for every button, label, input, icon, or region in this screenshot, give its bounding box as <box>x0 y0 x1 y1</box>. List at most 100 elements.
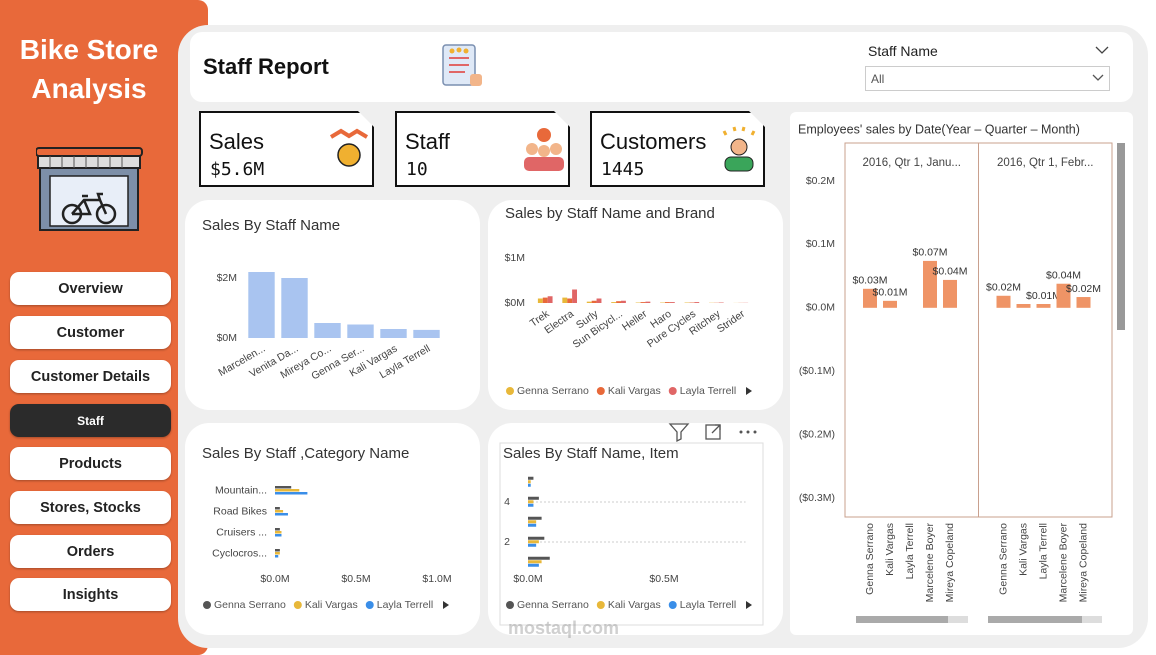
nav-products[interactable]: Products <box>10 447 171 480</box>
x-tick-label: Layla Terrell <box>1037 523 1049 579</box>
bar <box>528 483 531 487</box>
y-tick-label: Cruisers ... <box>216 526 267 538</box>
data-label: $0.07M <box>912 247 947 259</box>
panel-title: 2016, Qtr 1, Janu... <box>863 157 961 169</box>
bar <box>528 480 531 484</box>
nav-overview[interactable]: Overview <box>10 272 171 305</box>
legend-swatch <box>293 601 302 609</box>
nav-staff[interactable]: Staff <box>10 404 171 437</box>
watermark: mostaql.com <box>508 618 620 638</box>
data-label: $0.02M <box>1066 283 1101 295</box>
chart-panel: Sales by Staff Name and Brand $0M $1M Trek E… <box>488 200 783 410</box>
nav-stores-stocks[interactable]: Stores, Stocks <box>10 491 171 524</box>
sidebar: Bike Store Analysis Overview Customer Cu… <box>0 0 208 655</box>
chart: Employees' sales by Date(Year – Quarter … <box>798 122 1125 623</box>
y-tick-label: ($0.3M) <box>799 492 835 504</box>
y-tick-label: Cyclocros... <box>212 547 267 559</box>
filter-dropdown[interactable]: All <box>865 66 1110 91</box>
data-label: $0.04M <box>932 266 967 278</box>
y-tick-label: Mountain... <box>215 484 267 496</box>
scrollbar-thumb[interactable] <box>856 616 948 623</box>
chart: Sales by Staff Name and Brand$0M$1MTrekE… <box>505 205 752 397</box>
bar <box>528 503 534 507</box>
data-label: $0.02M <box>986 282 1021 294</box>
bar <box>611 302 617 303</box>
y-tick-label: $2M <box>217 272 237 284</box>
bar <box>528 560 542 564</box>
chart-panel: Sales By Staff Name $0M $2M Marcelen... Veni… <box>185 200 480 410</box>
kpi-card: Staff 10 <box>395 111 570 187</box>
bar <box>542 297 548 303</box>
x-tick-label: $1.0M <box>422 573 451 585</box>
nav-orders[interactable]: Orders <box>10 535 171 568</box>
chart: Sales By Staff Name, Item $0.0M $0.5M 2 4 Gen… <box>499 423 764 626</box>
y-tick-label: 2 <box>504 536 510 548</box>
bar <box>528 523 537 527</box>
legend-label: Kali Vargas <box>608 599 661 611</box>
bar <box>248 272 275 338</box>
legend-swatch <box>506 601 514 609</box>
legend-next-arrow <box>746 601 752 609</box>
bar <box>528 543 537 547</box>
chart-title: Sales By Staff Name <box>202 217 340 234</box>
kpi-label: Sales <box>209 129 265 154</box>
bar <box>275 507 280 510</box>
legend-swatch <box>506 387 514 395</box>
y-tick-label: Road Bikes <box>213 505 267 517</box>
legend-label: Layla Terrell <box>377 599 433 611</box>
chart-title: Sales by Staff Name and Brand <box>505 205 715 222</box>
x-tick-label: Marcelene Boyer <box>1057 523 1069 603</box>
bar <box>996 295 1011 308</box>
chart-title: Sales By Staff Name, Item <box>503 445 679 462</box>
data-label: $0.01M <box>1026 290 1061 302</box>
bar <box>275 489 300 492</box>
y-tick-label: $0.2M <box>806 175 835 187</box>
bar <box>528 540 539 544</box>
legend-label: Genna Serrano <box>517 385 589 397</box>
scrollbar-thumb[interactable] <box>988 616 1082 623</box>
bar <box>314 323 341 338</box>
y-tick-label: ($0.2M) <box>799 428 835 440</box>
bar <box>537 298 543 303</box>
visual-toolbar[interactable] <box>668 423 757 443</box>
x-tick-label: $0.5M <box>341 573 370 585</box>
bar <box>669 302 675 303</box>
y-tick-label: $0M <box>505 297 525 309</box>
legend-label: Layla Terrell <box>680 385 736 397</box>
bar <box>528 500 534 504</box>
filter-collapse[interactable] <box>1094 44 1110 56</box>
x-tick-label: Genna Serrano <box>997 523 1009 595</box>
bar <box>621 300 626 303</box>
sales-icon <box>327 123 371 171</box>
y-tick-label: $0M <box>217 332 237 344</box>
bar <box>567 298 573 303</box>
nav-customer-details[interactable]: Customer Details <box>10 360 171 393</box>
kpi-label: Customers <box>600 129 707 154</box>
bar <box>528 520 537 524</box>
y-tick-label: $1M <box>505 252 525 264</box>
nav-customer[interactable]: Customer <box>10 316 171 349</box>
chart-panel: Employees' sales by Date(Year – Quarter … <box>790 112 1133 635</box>
customers-icon <box>716 123 762 173</box>
kpi-value: 1445 <box>601 159 645 180</box>
x-tick-label: Mireya Copeland <box>944 523 956 603</box>
legend-swatch <box>596 387 605 395</box>
x-tick-label: Layla Terrell <box>904 523 916 579</box>
nav-insights[interactable]: Insights <box>10 578 171 611</box>
bar <box>281 278 308 338</box>
bar <box>1036 304 1051 308</box>
bar <box>275 492 308 495</box>
bar <box>528 563 539 567</box>
bar <box>923 260 937 308</box>
kpi-card: Customers 1445 <box>590 111 765 187</box>
bar <box>943 279 957 308</box>
legend-next-arrow <box>443 601 449 609</box>
store-illustration <box>36 147 143 231</box>
x-tick-label: Heller <box>620 308 650 334</box>
app-title: Bike Store Analysis <box>19 34 159 104</box>
page-title: Staff Report <box>203 54 329 79</box>
x-tick-label: $0.5M <box>649 573 678 585</box>
scrollbar[interactable] <box>1117 143 1125 330</box>
x-tick-label: $0.0M <box>260 573 289 585</box>
